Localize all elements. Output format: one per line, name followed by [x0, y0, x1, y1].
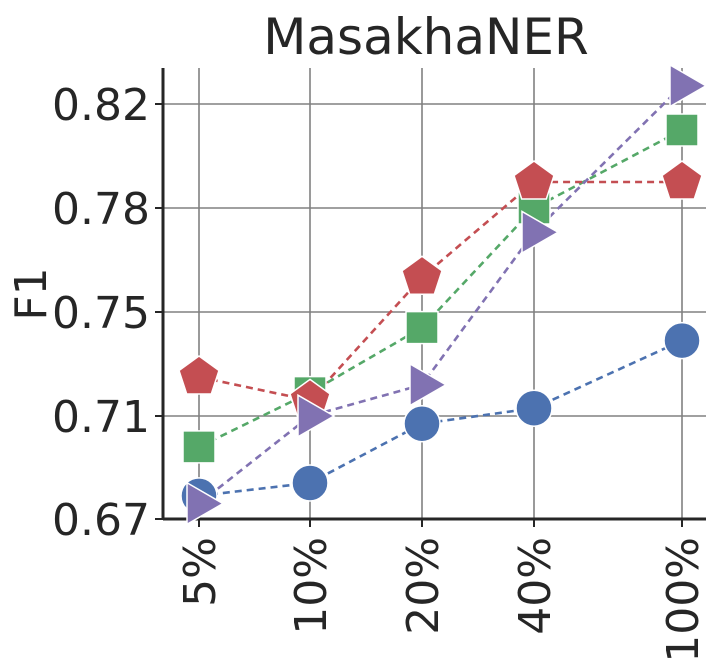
x-tick-label: 10%	[286, 537, 337, 635]
data-point-triangle-right	[669, 63, 708, 108]
data-point-pentagon	[401, 255, 443, 296]
y-axis-label: F1	[6, 267, 57, 320]
data-point-triangle-right	[409, 362, 448, 407]
y-tick-label: 0.82	[52, 80, 150, 131]
chart-title: MasakhaNER	[263, 8, 589, 66]
data-point-square	[665, 113, 699, 147]
y-tick-label: 0.71	[52, 392, 150, 443]
y-tick-label: 0.78	[52, 184, 150, 235]
x-tick-label: 40%	[510, 537, 561, 635]
data-point-triangle-right	[521, 210, 560, 255]
x-tick-label: 5%	[175, 537, 226, 607]
axes	[155, 68, 706, 527]
y-tick-labels: 0.67 0.71 0.75 0.78 0.82	[52, 80, 150, 546]
data-point-triangle-right	[186, 481, 225, 526]
data-point-pentagon	[513, 160, 555, 200]
data-point-triangle-right	[297, 393, 336, 439]
series-line-circle	[198, 339, 683, 498]
data-point-pentagon	[661, 160, 703, 200]
data-point-circle	[291, 464, 329, 502]
x-tick-label: 100%	[658, 537, 709, 661]
data-point-circle	[663, 321, 701, 360]
data-point-circle	[515, 389, 553, 427]
series-markers	[178, 63, 708, 526]
y-tick-label: 0.67	[52, 495, 150, 546]
data-point-square	[182, 430, 216, 464]
x-tick-label: 20%	[398, 537, 449, 635]
data-point-circle	[403, 404, 441, 443]
data-point-pentagon	[178, 355, 220, 395]
data-point-square	[405, 310, 439, 345]
y-tick-label: 0.75	[52, 288, 150, 339]
x-tick-labels: 5% 10% 20% 40% 100%	[175, 537, 709, 661]
